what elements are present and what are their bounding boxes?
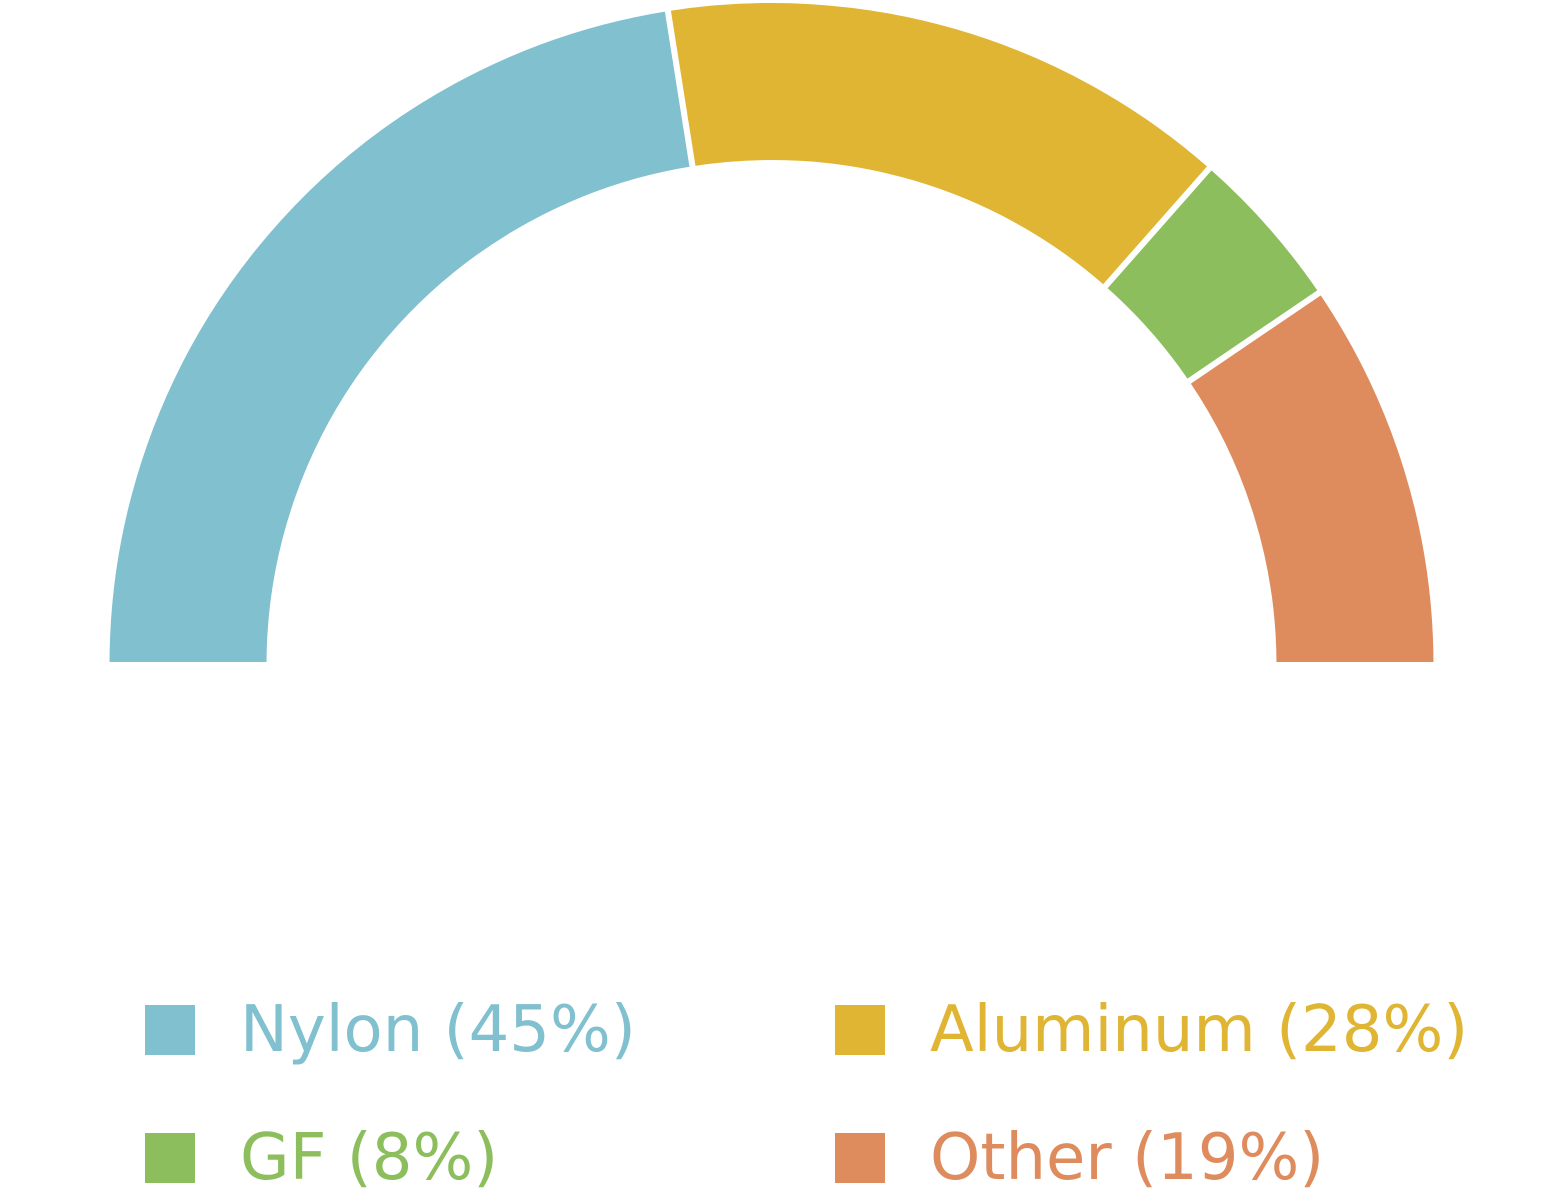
legend-item-gf: GF (8%) xyxy=(145,1121,498,1189)
chart-slices xyxy=(103,0,1440,668)
legend-label-gf: GF (8%) xyxy=(240,1121,498,1189)
legend-label-other: Other (19%) xyxy=(930,1121,1324,1189)
legend-item-other: Other (19%) xyxy=(835,1121,1324,1189)
legend-item-nylon: Nylon (45%) xyxy=(145,993,636,1067)
legend-swatch-gf xyxy=(145,1133,195,1183)
slice-nylon xyxy=(103,4,697,668)
legend-swatch-nylon xyxy=(145,1005,195,1055)
legend-item-aluminum: Aluminum (28%) xyxy=(835,993,1468,1067)
legend-label-nylon: Nylon (45%) xyxy=(240,993,636,1067)
slice-other xyxy=(1182,287,1440,668)
legend-label-aluminum: Aluminum (28%) xyxy=(930,993,1468,1067)
legend-swatch-other xyxy=(835,1133,885,1183)
chart-legend: Nylon (45%) Aluminum (28%) GF (8%) Other (1… xyxy=(145,993,1468,1189)
legend-swatch-aluminum xyxy=(835,1005,885,1055)
slice-aluminum xyxy=(664,0,1216,293)
